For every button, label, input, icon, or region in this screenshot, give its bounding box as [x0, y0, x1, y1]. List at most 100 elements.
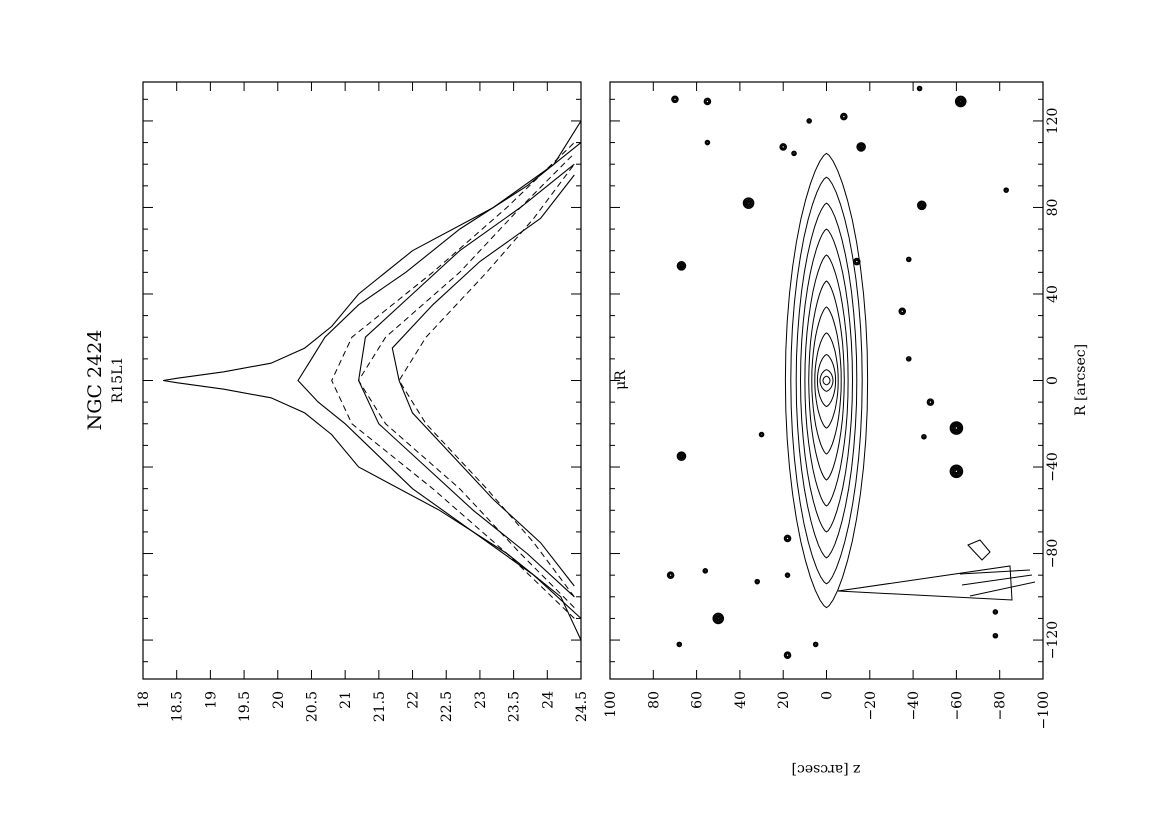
surface-brightness-panel: 18 18.5 19 19.5 20 20.5 21 21.5 22 22.5 23 23.5 24 24…	[136, 81, 629, 722]
map-r-ticks: −120 −80 −40 0 40 80 120	[610, 98, 1061, 663]
contour-map-panel: 100 80 60 40 20 0 −20 −40 −60 −80 −100 −120 −80 −40 0…	[603, 81, 1089, 777]
z-tick-label: −20	[863, 691, 879, 721]
isophote-6	[808, 280, 845, 481]
r-tick-label: −120	[1045, 621, 1061, 659]
star-27	[949, 421, 964, 435]
r-tick-label: 40	[1045, 285, 1061, 303]
star-29	[954, 95, 967, 108]
band-code: R15L1	[110, 357, 126, 404]
profile-series-4	[391, 174, 575, 587]
star-22	[853, 257, 861, 266]
z-tick-label: 40	[733, 691, 749, 709]
star-35	[992, 609, 999, 615]
foreground-stars	[666, 85, 1009, 660]
profile-series	[163, 120, 582, 641]
z-tick-label: 100	[603, 691, 619, 718]
star-19	[671, 95, 679, 104]
isophote-8	[814, 332, 839, 429]
star-11	[758, 431, 765, 438]
star-1	[676, 641, 683, 648]
star-26	[921, 433, 927, 440]
isophote-9	[816, 353, 837, 408]
star-33	[1003, 187, 1009, 193]
star-2	[712, 612, 725, 625]
profile-series-6	[358, 153, 575, 608]
star-21	[704, 139, 711, 146]
map-frame	[609, 81, 1044, 680]
star-25	[926, 398, 935, 406]
isophote-1	[784, 152, 869, 609]
isophote-2	[790, 176, 863, 585]
profile-series-2	[297, 142, 582, 619]
star-8	[783, 651, 792, 660]
mu-tick-label: 19	[203, 691, 219, 709]
star-14	[779, 143, 788, 151]
mu-tick-label: 24	[540, 691, 556, 709]
profile-series-3	[358, 163, 575, 598]
mu-tick-label: 21	[338, 691, 354, 709]
profile-mu-ticks: 18 18.5 19 19.5 20 20.5 21 21.5 22 22.5 23 23.5 24 24…	[136, 82, 590, 722]
star-24	[898, 307, 907, 316]
r-tick-label: −80	[1045, 539, 1061, 569]
mu-tick-label: 22	[406, 691, 422, 709]
mu-tick-label: 18.5	[170, 691, 186, 722]
mu-tick-label: 23	[473, 691, 489, 709]
mu-tick-label: 18	[136, 691, 152, 709]
star-28	[949, 464, 964, 479]
mu-tick-label: 24.5	[574, 691, 590, 722]
z-tick-label: −80	[993, 691, 1009, 721]
z-tick-label: 80	[646, 691, 662, 709]
star-31	[905, 256, 912, 263]
r-tick-label: −40	[1045, 452, 1061, 482]
isophote-7	[811, 306, 842, 455]
star-20	[703, 97, 712, 106]
mu-tick-label: 22.5	[439, 691, 455, 722]
star-15	[791, 150, 797, 157]
figure-title: NGC 2424	[84, 330, 106, 431]
isophote-4	[799, 228, 854, 533]
profile-frame	[142, 81, 582, 680]
map-ylabel: z [arcsec]	[792, 761, 861, 777]
profile-r-ticks	[143, 98, 581, 663]
r-tick-label: 80	[1045, 199, 1061, 217]
star-7	[783, 534, 792, 543]
star-3	[666, 571, 675, 579]
star-5	[754, 578, 761, 585]
galaxy-contours	[784, 152, 869, 609]
mu-tick-label: 19.5	[237, 691, 253, 722]
star-30	[916, 85, 923, 92]
star-18	[856, 142, 866, 152]
star-34	[992, 632, 999, 639]
isophote-10	[819, 369, 834, 392]
z-tick-label: −100	[1036, 691, 1052, 729]
z-tick-label: −60	[949, 691, 965, 721]
z-tick-label: 20	[776, 691, 792, 709]
mu-tick-label: 20.5	[304, 691, 320, 722]
map-xlabel: R [arcsec]	[1073, 344, 1089, 416]
z-tick-label: 60	[690, 691, 706, 709]
star-9	[812, 641, 819, 648]
star-6	[784, 572, 791, 578]
profile-series-1	[163, 120, 582, 641]
star-32	[905, 356, 912, 362]
r-tick-label: 120	[1045, 108, 1061, 135]
map-z-ticks: 100 80 60 40 20 0 −20 −40 −60 −80 −100	[603, 82, 1052, 729]
profile-ylabel: μR	[613, 370, 629, 390]
profile-series-5	[331, 142, 575, 619]
z-tick-label: 0	[820, 691, 836, 700]
satellite-trail	[837, 539, 1036, 601]
isophote-3	[795, 202, 858, 559]
mu-tick-label: 23.5	[507, 691, 523, 722]
mu-tick-label: 20	[271, 691, 287, 709]
star-16	[806, 118, 812, 124]
star-23	[916, 200, 927, 211]
z-tick-label: −40	[906, 691, 922, 721]
profile-series-7	[398, 163, 575, 598]
r-tick-label: 0	[1045, 376, 1061, 385]
star-13	[742, 197, 755, 209]
star-12	[676, 261, 687, 271]
star-17	[840, 112, 848, 121]
mu-tick-label: 21.5	[372, 691, 388, 722]
isophote-11	[822, 375, 831, 386]
